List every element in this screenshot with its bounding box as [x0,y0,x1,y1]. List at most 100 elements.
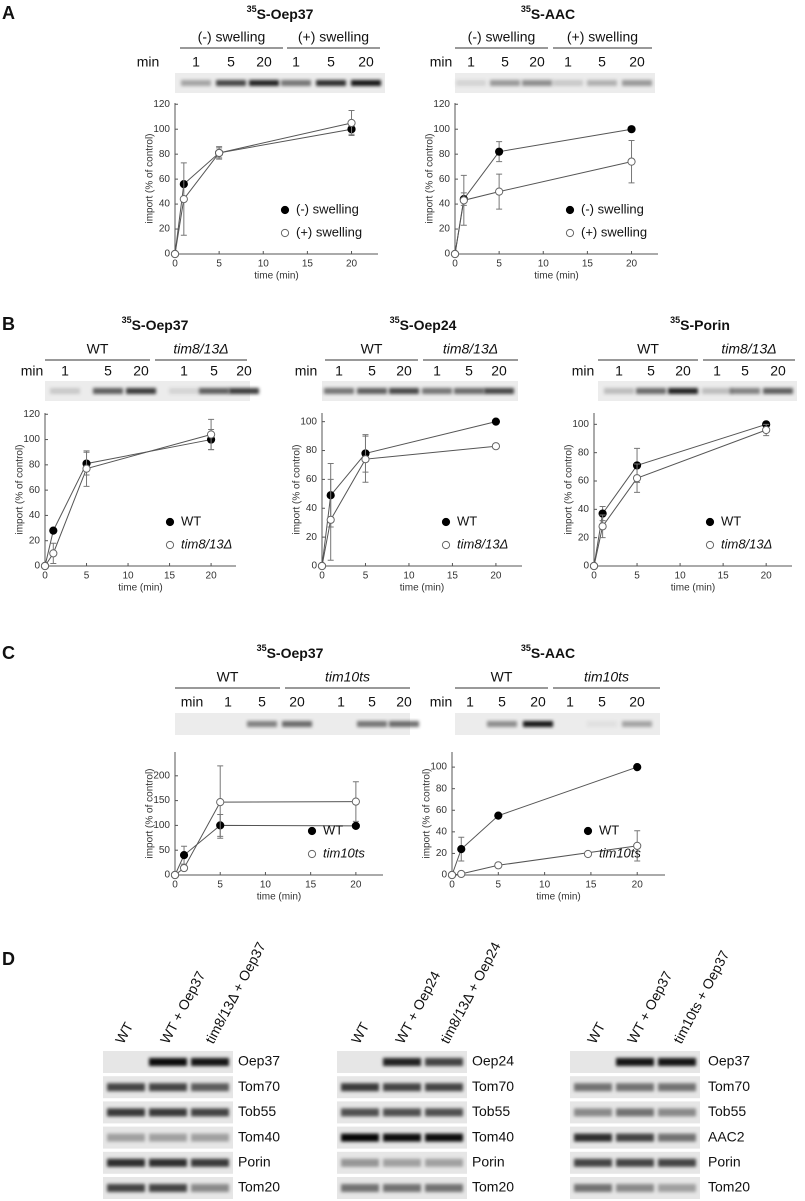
protein-label: Oep37 [238,1053,280,1069]
lane-group-label: (+) swelling [298,29,369,45]
legend-marker [165,517,175,527]
title-isotope: 35 [257,643,267,653]
data-point [633,841,642,850]
blot-band [191,1158,229,1167]
blot-band [616,1058,654,1066]
x-tick-label: 10 [258,259,270,270]
data-point [632,474,642,483]
gel-band [553,80,583,86]
gel-band [389,721,419,727]
y-tick-label: 40 [578,504,590,515]
blot-band [616,1108,654,1117]
x-tick-label: 20 [206,571,218,582]
blot-band [658,1083,696,1092]
data-point [450,249,460,259]
data-point [347,118,356,128]
y-tick-label: 40 [29,510,41,521]
blot-band [425,1108,463,1117]
y-tick-label: 150 [153,795,170,806]
title-isotope: 35 [521,643,531,653]
legend-label: WT [457,513,477,528]
y-tick-label: 40 [306,503,318,514]
gel-band [216,80,246,86]
lane-label: 20 [491,363,507,379]
lane-label: 1 [61,363,69,379]
chart-title: 35S-Oep37 [247,4,314,21]
gel-band [668,388,698,394]
gel-band [326,721,356,727]
x-tick-label: 15 [447,571,459,582]
gel-band [351,80,381,86]
blot-band [658,1184,696,1192]
blot-band [149,1158,187,1167]
lane-label: 5 [741,363,749,379]
protein-label: Tom40 [238,1128,280,1144]
protein-label: Tob55 [238,1103,276,1119]
lane-label: 20 [629,54,645,70]
title-isotope: 35 [521,4,531,14]
data-point [317,561,327,571]
title-text: S-Oep37 [267,645,324,661]
lane-label: 5 [368,363,376,379]
y-axis-label: import (% of control) [564,444,575,534]
x-axis-label: time (min) [671,583,715,594]
y-tick-label: 80 [578,447,590,458]
legend-label: (-) swelling [581,201,644,216]
gel-band [523,721,553,727]
x-axis-label: time (min) [534,271,578,282]
gel-band [455,721,485,727]
x-tick-label: 5 [216,259,222,270]
blot-band [616,1158,654,1167]
x-tick-label: 15 [582,259,594,270]
lane-group-label: (-) swelling [198,29,266,45]
lane-unit: min [430,54,453,70]
x-tick-label: 20 [346,259,358,270]
lane-label: 5 [227,54,235,70]
x-tick-label: 10 [260,880,272,891]
blot-band [383,1184,421,1192]
lane-label: 5 [210,363,218,379]
blot-band [425,1133,463,1142]
y-axis-label: import (% of control) [15,444,26,534]
y-tick-label: 60 [436,805,448,816]
blot-band [574,1158,612,1167]
legend-label: WT [721,513,741,528]
data-point [491,417,501,426]
x-tick-label: 10 [539,880,551,891]
blot-band [191,1058,229,1066]
gel-band [213,721,243,727]
data-point [627,157,636,166]
lane-label: 1 [292,54,300,70]
data-point [351,821,360,830]
series-line [451,845,638,876]
lane-label: 5 [465,363,473,379]
legend-label: WT [181,513,201,528]
title-text: S-Porin [680,317,730,333]
blot-lane-label: WT + Oep24 [392,968,444,1046]
x-tick-label: 20 [632,880,644,891]
x-tick-label: 10 [122,571,134,582]
y-tick-label: 100 [153,820,170,831]
lane-unit: min [137,54,160,70]
blot-band [149,1058,187,1066]
x-tick-label: 20 [350,880,362,891]
blot-band [425,1184,463,1192]
legend-marker [565,228,575,238]
blot-band [341,1083,379,1092]
legend-marker [280,228,290,238]
x-tick-label: 15 [164,571,176,582]
x-tick-label: 0 [42,571,48,582]
blot-band [107,1184,145,1192]
x-tick-label: 5 [496,259,502,270]
protein-label: Oep37 [708,1053,750,1069]
lane-label: 5 [501,54,509,70]
chart-title: 35S-AAC [521,4,575,21]
lane-label: 5 [327,54,335,70]
gel-band [487,721,517,727]
x-tick-label: 0 [449,880,455,891]
lane-label: 1 [713,363,721,379]
y-tick-label: 100 [430,762,447,773]
blot-band [658,1158,696,1167]
legend-marker [441,517,451,527]
panel-label: B [2,314,15,334]
